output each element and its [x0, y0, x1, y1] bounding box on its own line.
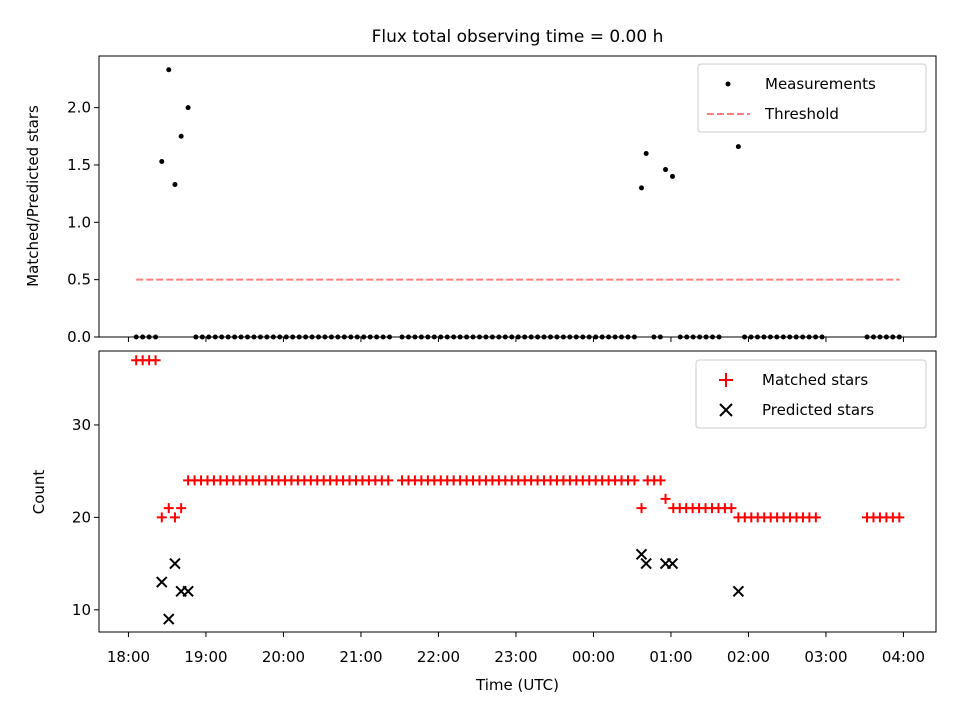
predicted-star-point — [666, 557, 679, 570]
matched-star-point — [655, 475, 666, 486]
top-y-tick-label: 1.5 — [67, 156, 91, 174]
top-x-ticks — [127, 337, 904, 342]
matched-star-point — [660, 493, 671, 504]
matched-star-point — [636, 503, 647, 514]
legend-matched-marker — [719, 373, 733, 387]
legend-measurements-label: Measurements — [765, 75, 876, 93]
predicted-star-point — [169, 557, 181, 570]
legend-predicted-label: Predicted stars — [762, 401, 874, 419]
top-y-axis-label: Matched/Predicted stars — [24, 105, 42, 287]
top-y-tick-label: 1.0 — [67, 213, 91, 231]
x-tick-label: 18:00 — [107, 648, 150, 666]
legend-matched-label: Matched stars — [762, 371, 868, 389]
predicted-star-point — [156, 576, 168, 588]
chart-title: Flux total observing time = 0.00 h — [372, 27, 664, 47]
measurement-point — [670, 173, 675, 179]
measurement-point — [178, 133, 184, 139]
bottom-y-axis: 10 20 30 — [72, 416, 99, 619]
matched-star-point — [163, 503, 174, 514]
matched-star-point — [894, 512, 905, 523]
x-tick-label: 04:00 — [882, 648, 925, 666]
predicted-star-point — [732, 585, 745, 598]
predicted-star-point — [635, 548, 648, 561]
measurement-point — [172, 181, 178, 187]
predicted-star-point — [640, 557, 652, 570]
legend-predicted-marker — [719, 403, 733, 417]
top-legend: Measurements Threshold — [697, 63, 927, 133]
x-axis-label: Time (UTC) — [475, 676, 559, 694]
measurement-point — [159, 159, 165, 165]
x-tick-label: 00:00 — [572, 648, 615, 666]
top-plot-frame — [98, 55, 937, 338]
matched-star-point — [629, 475, 640, 486]
legend-measurements-marker — [725, 81, 731, 87]
bottom-y-tick-label: 20 — [72, 508, 91, 526]
x-tick-label: 19:00 — [184, 648, 227, 666]
measurement-point — [166, 67, 172, 73]
matched-star-point — [169, 512, 180, 523]
bottom-data-marks — [131, 355, 905, 625]
bottom-legend: Matched stars Predicted stars — [695, 359, 927, 429]
top-panel: 0.00.51.01.52.0 Matched/Predicted stars … — [24, 55, 937, 346]
legend-threshold-label: Threshold — [764, 105, 839, 123]
bottom-legend-box — [695, 359, 927, 429]
measurement-point — [185, 105, 191, 111]
matched-star-point — [383, 475, 394, 486]
matched-star-point — [726, 503, 737, 514]
matched-star-point — [150, 355, 161, 366]
predicted-star-point — [163, 613, 175, 625]
x-tick-label: 03:00 — [804, 648, 847, 666]
matched-star-point — [156, 512, 167, 523]
top-legend-box — [697, 63, 927, 133]
top-y-axis: 0.0 0.5 1.0 1.5 2.0 — [67, 99, 99, 346]
x-tick-label: 21:00 — [339, 648, 382, 666]
top-y-tick-label: 0.0 — [67, 328, 91, 346]
bottom-y-axis-label: Count — [30, 470, 48, 515]
bottom-panel: 10 20 30 18:00 19:00 20:00 21:00 22:00 23:00 00:… — [30, 350, 937, 694]
x-tick-label: 02:00 — [727, 648, 770, 666]
top-y-tick-label: 2.0 — [67, 99, 91, 117]
measurement-point — [639, 185, 644, 191]
x-tick-label: 01:00 — [649, 648, 692, 666]
measurement-point — [663, 167, 669, 173]
measurement-point — [643, 150, 649, 156]
matched-star-point — [176, 503, 187, 514]
bottom-y-tick-label: 10 — [72, 601, 91, 619]
bottom-x-axis: 18:00 19:00 20:00 21:00 22:00 23:00 00:00 01:00… — [107, 632, 925, 666]
top-data-marks — [133, 67, 902, 340]
matched-star-point — [810, 512, 821, 523]
bottom-plot-frame — [98, 350, 937, 633]
predicted-star-point — [182, 585, 194, 598]
top-y-tick-label: 0.5 — [67, 271, 91, 289]
x-tick-label: 23:00 — [494, 648, 537, 666]
bottom-y-tick-label: 30 — [72, 416, 91, 434]
x-tick-label: 20:00 — [262, 648, 305, 666]
measurement-point — [735, 144, 741, 150]
x-tick-label: 22:00 — [417, 648, 460, 666]
